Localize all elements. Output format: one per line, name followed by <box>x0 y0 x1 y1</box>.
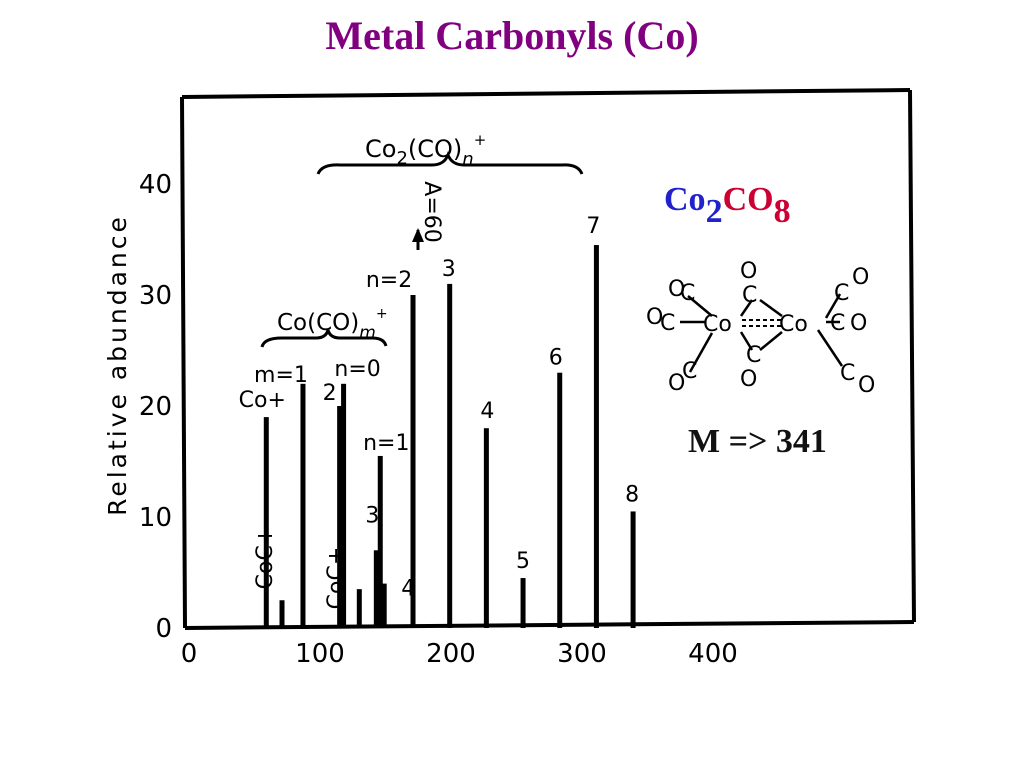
ligand-oxygen: O <box>852 265 869 290</box>
y-tick-label: 30 <box>139 281 172 311</box>
y-tick-label: 0 <box>155 614 172 644</box>
chart-frame <box>180 88 916 630</box>
ligand-oxygen: O <box>668 371 685 396</box>
peak-bar <box>337 406 343 628</box>
peak-bar <box>593 245 599 629</box>
peak-bar <box>356 589 362 628</box>
off-scale-arrow-label: A=60 <box>419 181 444 242</box>
x-tick-label: 300 <box>557 639 607 669</box>
ligand-carbon: C <box>660 311 675 336</box>
ligand-carbon: C <box>830 311 845 336</box>
ligand-oxygen: O <box>740 367 757 392</box>
off-scale-arrow: A=60 <box>412 181 444 250</box>
ligand-carbon: C <box>834 281 849 306</box>
y-axis-ticks: 0 10 20 30 40 <box>139 170 172 644</box>
peak-label: m=1 <box>254 363 308 388</box>
y-tick-label: 10 <box>139 503 172 533</box>
peak-label: 6 <box>549 346 563 371</box>
peak-bar <box>381 583 387 628</box>
peak-bar <box>520 578 526 628</box>
x-axis-ticks: 0 100 200 300 400 <box>181 639 738 669</box>
peak-label: 4 <box>401 577 415 602</box>
peak-label: CoC+ <box>253 527 278 590</box>
peak-bar <box>300 383 306 628</box>
peak-label: 8 <box>625 482 639 507</box>
ligand-carbon: C <box>682 359 697 384</box>
co-group-brace <box>260 329 388 348</box>
co-atom-left: Co <box>703 312 732 337</box>
peak-label: n=2 <box>366 268 412 293</box>
peak-label: 3 <box>365 503 379 528</box>
peak-bar <box>557 372 563 628</box>
peak-label: n=0 <box>334 357 380 382</box>
ligand-oxygen: O <box>850 311 867 336</box>
peaks <box>263 245 636 629</box>
x-tick-label: 100 <box>295 639 345 669</box>
x-tick-label: 0 <box>181 639 198 669</box>
ligand-oxygen: O <box>740 259 757 284</box>
peak-bar <box>263 417 269 628</box>
peak-label: 5 <box>516 549 530 574</box>
ligand-oxygen: O <box>646 305 663 330</box>
ligand-carbon: C <box>840 361 855 386</box>
ligand-carbon: C <box>680 281 695 306</box>
peak-bar <box>279 600 285 628</box>
peak-bar <box>410 295 416 628</box>
peak-bar <box>373 550 379 628</box>
peak-label: Co+ <box>239 388 286 413</box>
y-tick-label: 20 <box>139 392 172 422</box>
peak-label: 3 <box>442 257 456 282</box>
peak-label: 4 <box>480 399 494 424</box>
slide-title: Metal Carbonyls (Co) <box>325 13 699 58</box>
co-atom-right: Co <box>779 312 808 337</box>
peak-bar <box>483 428 489 628</box>
molar-mass-label: M => 341 <box>688 423 827 460</box>
x-tick-label: 200 <box>426 639 476 669</box>
peak-labels: Co+ CoC+ m=1 2n=0 CoC+ 3 n=1 4 n=2 3 4 5 6 7 8 <box>239 214 639 609</box>
y-tick-label: 40 <box>139 170 172 200</box>
peak-label: CoC+ <box>324 547 349 610</box>
peak-label: n=1 <box>363 431 409 456</box>
co-co-bond <box>742 319 782 327</box>
peak-label: 2 <box>323 381 337 406</box>
co2-group-brace <box>316 150 584 175</box>
peak-bar <box>377 455 383 628</box>
ligand-oxygen: O <box>858 373 875 398</box>
structure-formula: Co2CO8 <box>664 181 791 230</box>
peak-bar <box>630 511 636 628</box>
peak-bar <box>447 283 453 628</box>
peak-label: 7 <box>586 214 600 239</box>
y-axis-label: Relative abundance <box>103 214 132 516</box>
ligand-oxygen: O <box>668 277 685 302</box>
ligand-carbon: C <box>746 343 761 368</box>
x-tick-label: 400 <box>688 639 738 669</box>
ligand-carbon: C <box>742 283 757 308</box>
peak-bar <box>341 383 347 628</box>
structure-bonds <box>680 293 844 373</box>
